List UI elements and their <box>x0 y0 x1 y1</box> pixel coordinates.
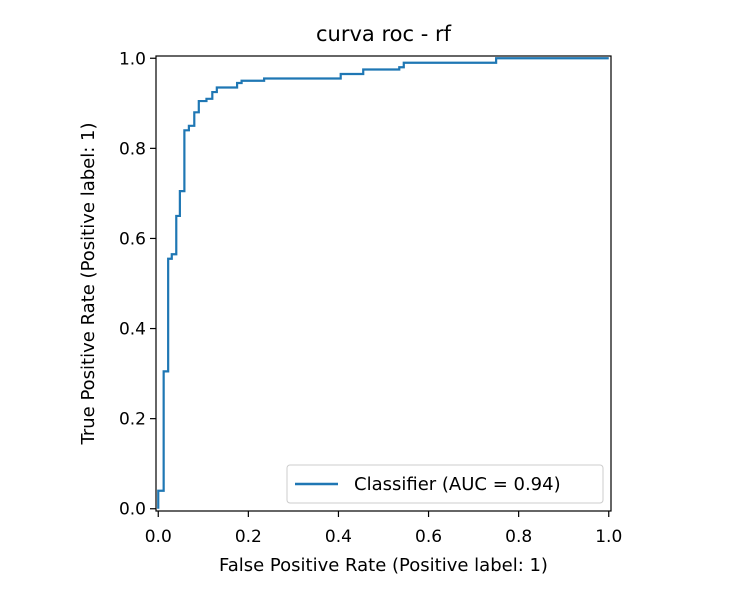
legend: Classifier (AUC = 0.94) <box>286 464 604 504</box>
roc-curve-line <box>157 57 609 509</box>
x-tick-label: 0.4 <box>325 527 352 547</box>
x-tick-label: 0.6 <box>415 527 442 547</box>
y-tick-label: 0.8 <box>119 139 146 159</box>
chart-title: curva roc - rf <box>316 22 452 46</box>
legend-series-label: Classifier (AUC = 0.94) <box>354 474 561 495</box>
x-tick-label: 0.0 <box>145 527 172 547</box>
plot-frame <box>155 55 612 512</box>
y-tick-label: 1.0 <box>119 49 146 69</box>
x-tick-label: 1.0 <box>595 527 622 547</box>
legend-box <box>286 464 604 504</box>
y-tick-label: 0.4 <box>119 320 146 340</box>
y-tick-label: 0.6 <box>119 229 146 249</box>
y-axis-label: True Positive Rate (Positive label: 1) <box>78 123 99 446</box>
curve-layer <box>157 57 609 509</box>
x-tick-label: 0.8 <box>505 527 532 547</box>
y-tick-label: 0.2 <box>119 410 146 430</box>
x-axis-label: False Positive Rate (Positive label: 1) <box>219 555 548 576</box>
tick-layer: 0.0 0.2 0.4 0.6 0.8 1.0 0.0 0.2 0.4 0.6 0.8 1.0 <box>119 49 622 547</box>
y-tick-label: 0.0 <box>119 500 146 520</box>
x-tick-label: 0.2 <box>235 527 262 547</box>
